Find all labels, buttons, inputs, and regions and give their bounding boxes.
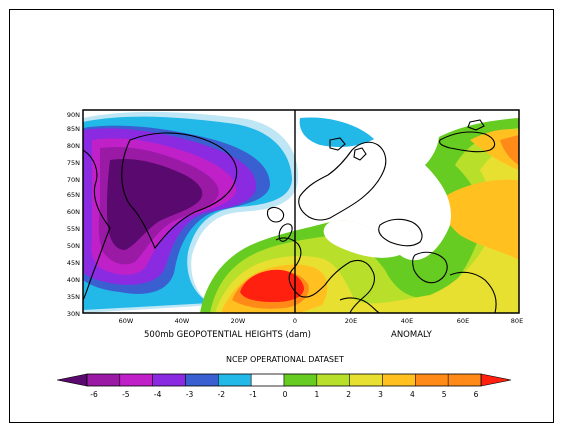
north-sea-negative-band	[299, 117, 375, 148]
lat-label: 50N	[67, 242, 80, 250]
colorbar-box	[152, 373, 186, 387]
caption-geopotential-heights: 500mb GEOPOTENTIAL HEIGHTS (dam)	[144, 330, 311, 340]
lat-label: 85N	[67, 125, 80, 133]
lon-label: 20W	[231, 317, 246, 325]
colorbar-box	[218, 373, 252, 387]
zero-anomaly-region	[299, 118, 451, 261]
colorbar-box	[415, 373, 449, 387]
map-border	[82, 109, 520, 314]
lon-label: 40W	[175, 317, 190, 325]
lat-label: 90N	[67, 111, 80, 119]
colorbar-outline	[86, 373, 482, 387]
colorbar-right-arrow	[480, 373, 512, 387]
colorbar-label: 2	[346, 390, 351, 399]
colorbar-label: -5	[122, 390, 130, 399]
caption-anomaly: ANOMALY	[391, 330, 433, 340]
latitude-labels: 90N 85N 80N 75N 70N 65N 60N 55N 50N 45N …	[67, 111, 80, 318]
colorbar-label: -3	[186, 390, 194, 399]
colorbar-box	[283, 373, 318, 387]
lat-label: 80N	[67, 142, 80, 150]
lat-label: 75N	[67, 159, 80, 167]
colorbar-box	[382, 373, 416, 387]
colorbar: -6 -5 -4 -3 -2 -1 0 1 2 3 4 5 6	[56, 373, 512, 399]
colorbar-box	[316, 373, 350, 387]
colorbar-label: -2	[218, 390, 226, 399]
lon-label: 60W	[119, 317, 134, 325]
colorbar-box	[86, 373, 121, 387]
colorbar-label: 6	[474, 390, 479, 399]
lon-label: 60E	[457, 317, 469, 325]
colorbar-label: 3	[378, 390, 383, 399]
longitude-labels: 60W 40W 20W 0 20E 40E 60E 80E	[119, 317, 524, 325]
map-panel	[83, 110, 519, 313]
colorbar-box	[119, 373, 153, 387]
colorbar-label: 1	[314, 390, 319, 399]
lat-label: 55N	[67, 225, 80, 233]
negative-anomaly-region	[83, 111, 299, 313]
colorbar-label: -6	[90, 390, 98, 399]
colorbar-box	[447, 373, 482, 387]
colorbar-label: 4	[410, 390, 415, 399]
colorbar-label: -4	[154, 390, 162, 399]
lon-label: 80E	[511, 317, 523, 325]
lat-label: 60N	[67, 208, 80, 216]
lon-label: 40E	[401, 317, 413, 325]
colorbar-label: 0	[283, 390, 288, 399]
lat-label: 70N	[67, 176, 80, 184]
lat-label: 65N	[67, 191, 80, 199]
colorbar-label: -1	[249, 390, 257, 399]
lon-label: 20E	[345, 317, 357, 325]
lat-label: 45N	[67, 259, 80, 267]
colorbar-box	[349, 373, 383, 387]
colorbar-label: 5	[442, 390, 447, 399]
lon-label: 0	[293, 317, 297, 325]
colorbar-left-arrow	[56, 373, 88, 387]
colorbar-box	[185, 373, 219, 387]
dataset-title: NCEP OPERATIONAL DATASET	[226, 355, 344, 364]
coastlines	[83, 119, 497, 313]
lat-label: 40N	[67, 276, 80, 284]
colorbar-box	[250, 373, 285, 387]
lat-label: 30N	[67, 310, 80, 318]
lat-label: 35N	[67, 293, 80, 301]
